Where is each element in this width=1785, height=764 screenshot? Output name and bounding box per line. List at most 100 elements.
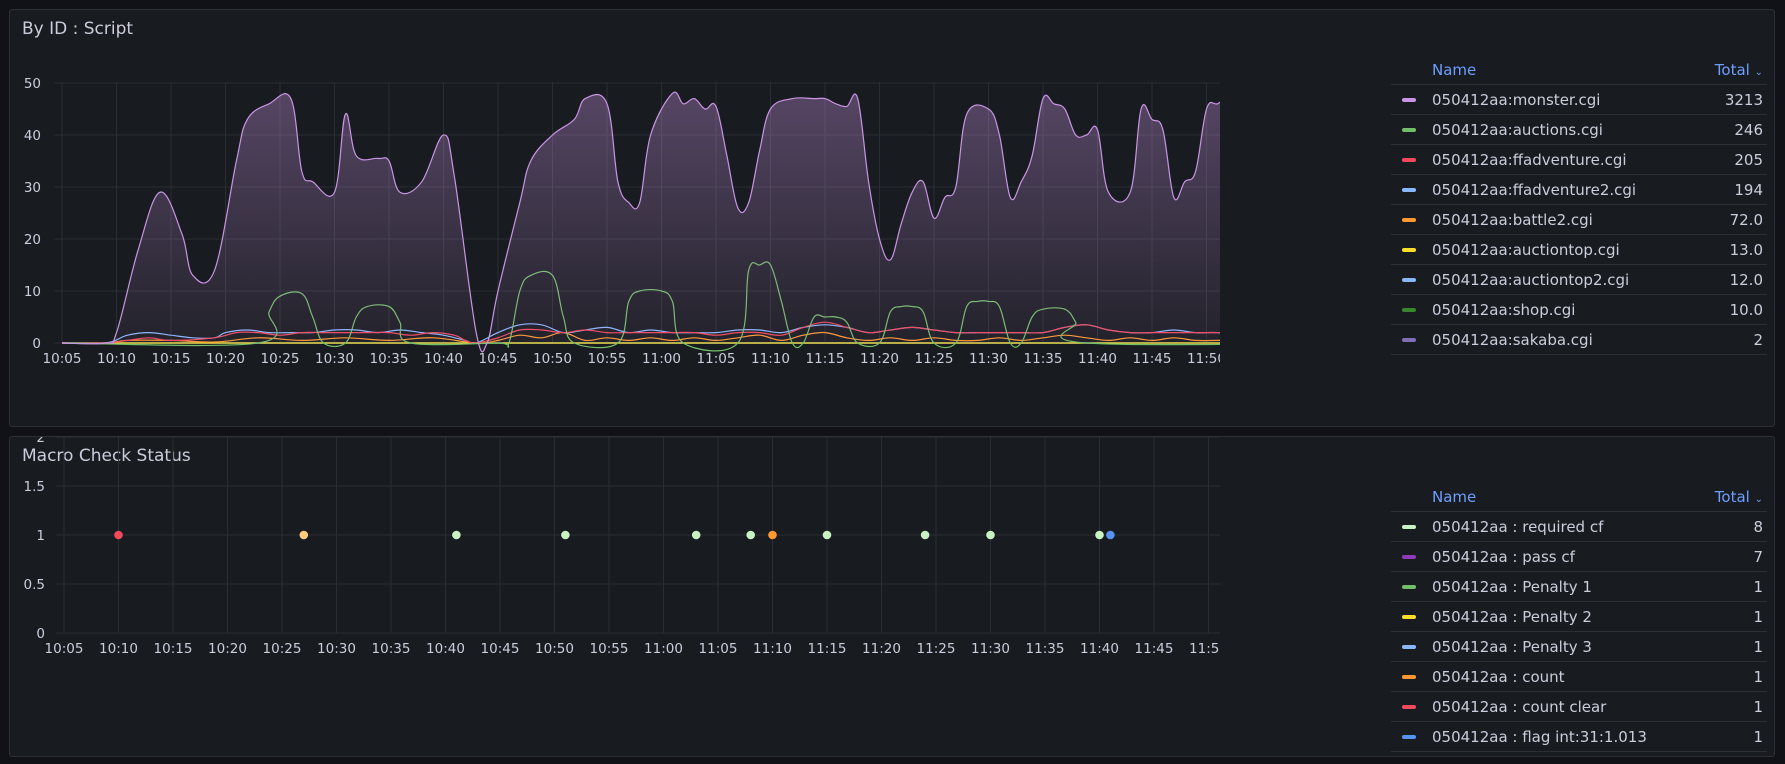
legend-series-name: 050412aa:auctiontop2.cgi [1432, 270, 1630, 289]
script-chart: 10:05 10:10 10:15 10:20 10:25 10:30 10:35 10:40… [24, 76, 1220, 367]
legend-series-total: 2 [1753, 330, 1763, 349]
x-tick-label: 11:15 [806, 351, 845, 367]
legend-header: Name Total ⌄ [1391, 56, 1767, 85]
series-color-swatch [1402, 247, 1416, 252]
y-tick-label: 0.5 [24, 577, 45, 593]
legend-series-name: 050412aa : flag int:31:1.013 [1432, 727, 1647, 746]
legend-series-name: 050412aa:monster.cgi [1432, 90, 1601, 109]
x-tick-label: 10:10 [99, 641, 138, 657]
legend-total-header[interactable]: Total ⌄ [1714, 488, 1763, 506]
scatter-point[interactable] [114, 530, 123, 540]
x-tick-label: 10:05 [45, 641, 84, 657]
panel-title: By ID : Script [22, 19, 134, 39]
legend-item[interactable]: 050412aa : Penalty 1 1 [1391, 572, 1767, 602]
y-tick-label: 2 [36, 437, 45, 446]
x-tick-label: 11:40 [1080, 641, 1119, 657]
legend-series-name: 050412aa:auctiontop.cgi [1432, 240, 1620, 259]
legend-series-name: 050412aa : Penalty 1 [1432, 577, 1592, 596]
legend-item[interactable]: 050412aa:auctiontop.cgi 13.0 [1391, 235, 1767, 265]
legend-series-name: 050412aa:shop.cgi [1432, 300, 1576, 319]
legend-item[interactable]: 050412aa:ffadventure2.cgi 194 [1391, 175, 1767, 205]
series-color-swatch [1402, 524, 1416, 529]
x-tick-label: 10:45 [479, 351, 518, 367]
script-panel: By ID : Script 10:05 10:10 10:15 10:20 10:25… [9, 9, 1775, 427]
legend-item[interactable]: 050412aa:battle2.cgi 72.0 [1391, 205, 1767, 235]
legend-item[interactable]: 050412aa : count 1 [1391, 662, 1767, 692]
x-tick-label: 11:25 [915, 351, 954, 367]
scatter-point[interactable] [1106, 530, 1115, 540]
legend-name-header[interactable]: Name [1432, 61, 1477, 79]
legend-series-name: 050412aa:auctions.cgi [1432, 120, 1603, 139]
legend-item[interactable]: 050412aa : Penalty 3 1 [1391, 632, 1767, 662]
x-tick-label: 11:05 [699, 641, 738, 657]
legend-item[interactable]: 050412aa : required cf 8 [1391, 512, 1767, 542]
script-legend: Name Total ⌄ 050412aa:monster.cgi 3213 050… [1391, 56, 1767, 355]
scatter-point[interactable] [561, 530, 570, 540]
scatter-point[interactable] [1095, 530, 1104, 540]
legend-item[interactable]: 050412aa : flag int:31:1.013 1 [1391, 722, 1767, 752]
macro-check-panel: Macro Check Status 10:05 10:10 10:15 10:20 1… [9, 436, 1775, 757]
x-tick-label: 10:45 [481, 641, 520, 657]
legend-item[interactable]: 050412aa:auctiontop2.cgi 12.0 [1391, 265, 1767, 295]
x-tick-label: 10:35 [370, 351, 409, 367]
x-tick-label: 11:25 [917, 641, 956, 657]
legend-item[interactable]: 050412aa : Penalty 2 1 [1391, 602, 1767, 632]
x-tick-label: 11:10 [751, 351, 790, 367]
legend-item[interactable]: 050412aa : count clear 1 [1391, 692, 1767, 722]
series-color-swatch [1402, 277, 1416, 282]
y-tick-label: 40 [24, 128, 41, 144]
scatter-point[interactable] [299, 530, 309, 540]
series-color-swatch [1402, 97, 1416, 102]
y-tick-label: 10 [24, 284, 41, 300]
x-tick-label: 11:10 [753, 641, 792, 657]
y-tick-label: 1.5 [24, 479, 45, 495]
legend-total-header[interactable]: Total ⌄ [1714, 61, 1763, 79]
legend-series-total: 1 [1753, 727, 1763, 746]
x-tick-label: 10:55 [588, 351, 627, 367]
y-tick-label: 0 [36, 626, 45, 642]
x-tick-label: 11:35 [1026, 641, 1065, 657]
macro-chart: 10:05 10:10 10:15 10:20 10:25 10:30 10:35 10:40… [24, 437, 1220, 657]
y-tick-label: 20 [24, 232, 41, 248]
legend-series-name: 050412aa:battle2.cgi [1432, 210, 1593, 229]
y-tick-label: 30 [24, 180, 41, 196]
x-tick-label: 11:05 [697, 351, 736, 367]
legend-series-total: 72.0 [1729, 210, 1763, 229]
legend-item[interactable]: 050412aa : pass cf 7 [1391, 542, 1767, 572]
macro-legend: Name Total ⌄ 050412aa : required cf 8 0504… [1391, 483, 1767, 752]
scatter-point[interactable] [691, 530, 701, 540]
series-color-swatch [1402, 217, 1416, 222]
scatter-point[interactable] [822, 530, 832, 540]
x-tick-label: 10:10 [97, 351, 136, 367]
legend-item[interactable]: 050412aa:ffadventure.cgi 205 [1391, 145, 1767, 175]
x-tick-label: 11:00 [644, 641, 683, 657]
scatter-point[interactable] [746, 530, 755, 540]
scatter-point[interactable] [768, 530, 777, 540]
x-tick-label: 10:25 [263, 641, 302, 657]
legend-item[interactable]: 050412aa:monster.cgi 3213 [1391, 85, 1767, 115]
x-tick-label: 11:45 [1135, 641, 1174, 657]
legend-series-total: 1 [1753, 667, 1763, 686]
legend-name-header[interactable]: Name [1432, 488, 1477, 506]
x-tick-label: 11:30 [971, 641, 1010, 657]
legend-series-total: 8 [1753, 517, 1763, 536]
legend-series-total: 246 [1734, 120, 1763, 139]
legend-item[interactable]: 050412aa:sakaba.cgi 2 [1391, 325, 1767, 355]
x-tick-label: 10:55 [590, 641, 629, 657]
x-tick-label: 10:15 [154, 641, 193, 657]
sort-chevron-icon: ⌄ [1754, 67, 1763, 78]
x-tick-label: 10:15 [152, 351, 191, 367]
legend-item[interactable]: 050412aa:auctions.cgi 246 [1391, 115, 1767, 145]
legend-series-name: 050412aa:ffadventure.cgi [1432, 150, 1627, 169]
x-tick-label: 11:50 [1189, 641, 1220, 657]
scatter-point[interactable] [920, 530, 930, 540]
scatter-point[interactable] [986, 530, 995, 540]
y-tick-label: 50 [24, 76, 41, 92]
legend-item[interactable]: 050412aa:shop.cgi 10.0 [1391, 295, 1767, 325]
sort-chevron-icon: ⌄ [1754, 494, 1763, 505]
legend-series-total: 1 [1753, 577, 1763, 596]
legend-series-name: 050412aa : count clear [1432, 697, 1607, 716]
scatter-point[interactable] [452, 530, 461, 540]
legend-series-total: 10.0 [1729, 300, 1763, 319]
legend-series-name: 050412aa : Penalty 2 [1432, 607, 1592, 626]
